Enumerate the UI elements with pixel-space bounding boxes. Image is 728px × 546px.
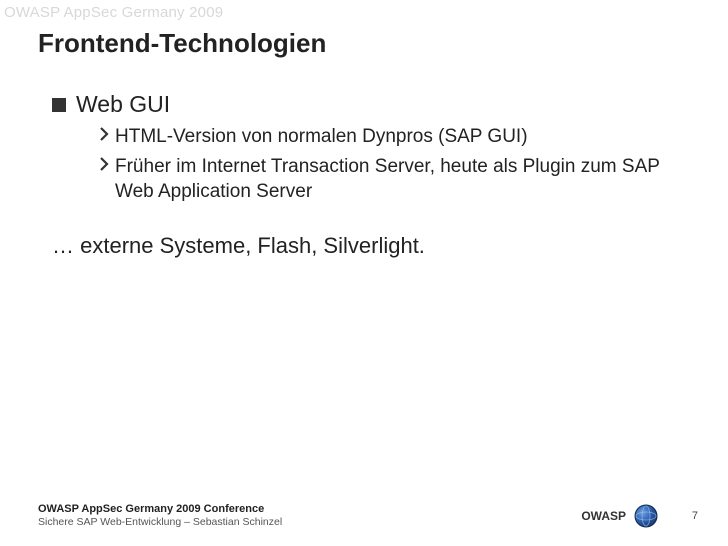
watermark-text: OWASP AppSec Germany 2009 [4,4,223,21]
content-area: Web GUI HTML-Version von normalen Dynpro… [52,91,688,205]
sub2-text: Früher im Internet Transaction Server, h… [115,154,688,205]
bullet-level2: Früher im Internet Transaction Server, h… [100,154,688,205]
sub-bullets: HTML-Version von normalen Dynpros (SAP G… [100,124,688,205]
footer-conference: OWASP AppSec Germany 2009 Conference [38,503,581,515]
sub1-text: HTML-Version von normalen Dynpros (SAP G… [115,124,528,150]
body-paragraph: … externe Systeme, Flash, Silverlight. [52,233,688,259]
footer-brand-text: OWASP [581,509,626,523]
slide-title: Frontend-Technologien [38,28,688,59]
owasp-logo-icon [634,504,658,528]
arrow-bullet-icon [100,127,109,146]
slide-body: Frontend-Technologien Web GUI HTML-Versi… [38,28,688,259]
bullet1-label: Web GUI [76,91,170,118]
footer-subtitle: Sichere SAP Web-Entwicklung – Sebastian … [38,516,581,528]
bullet-level1: Web GUI [52,91,688,118]
square-bullet-icon [52,98,66,112]
arrow-bullet-icon [100,157,109,176]
page-number: 7 [678,510,698,522]
slide-footer: OWASP AppSec Germany 2009 Conference Sic… [38,503,698,528]
footer-left: OWASP AppSec Germany 2009 Conference Sic… [38,503,581,528]
bullet-level2: HTML-Version von normalen Dynpros (SAP G… [100,124,688,150]
